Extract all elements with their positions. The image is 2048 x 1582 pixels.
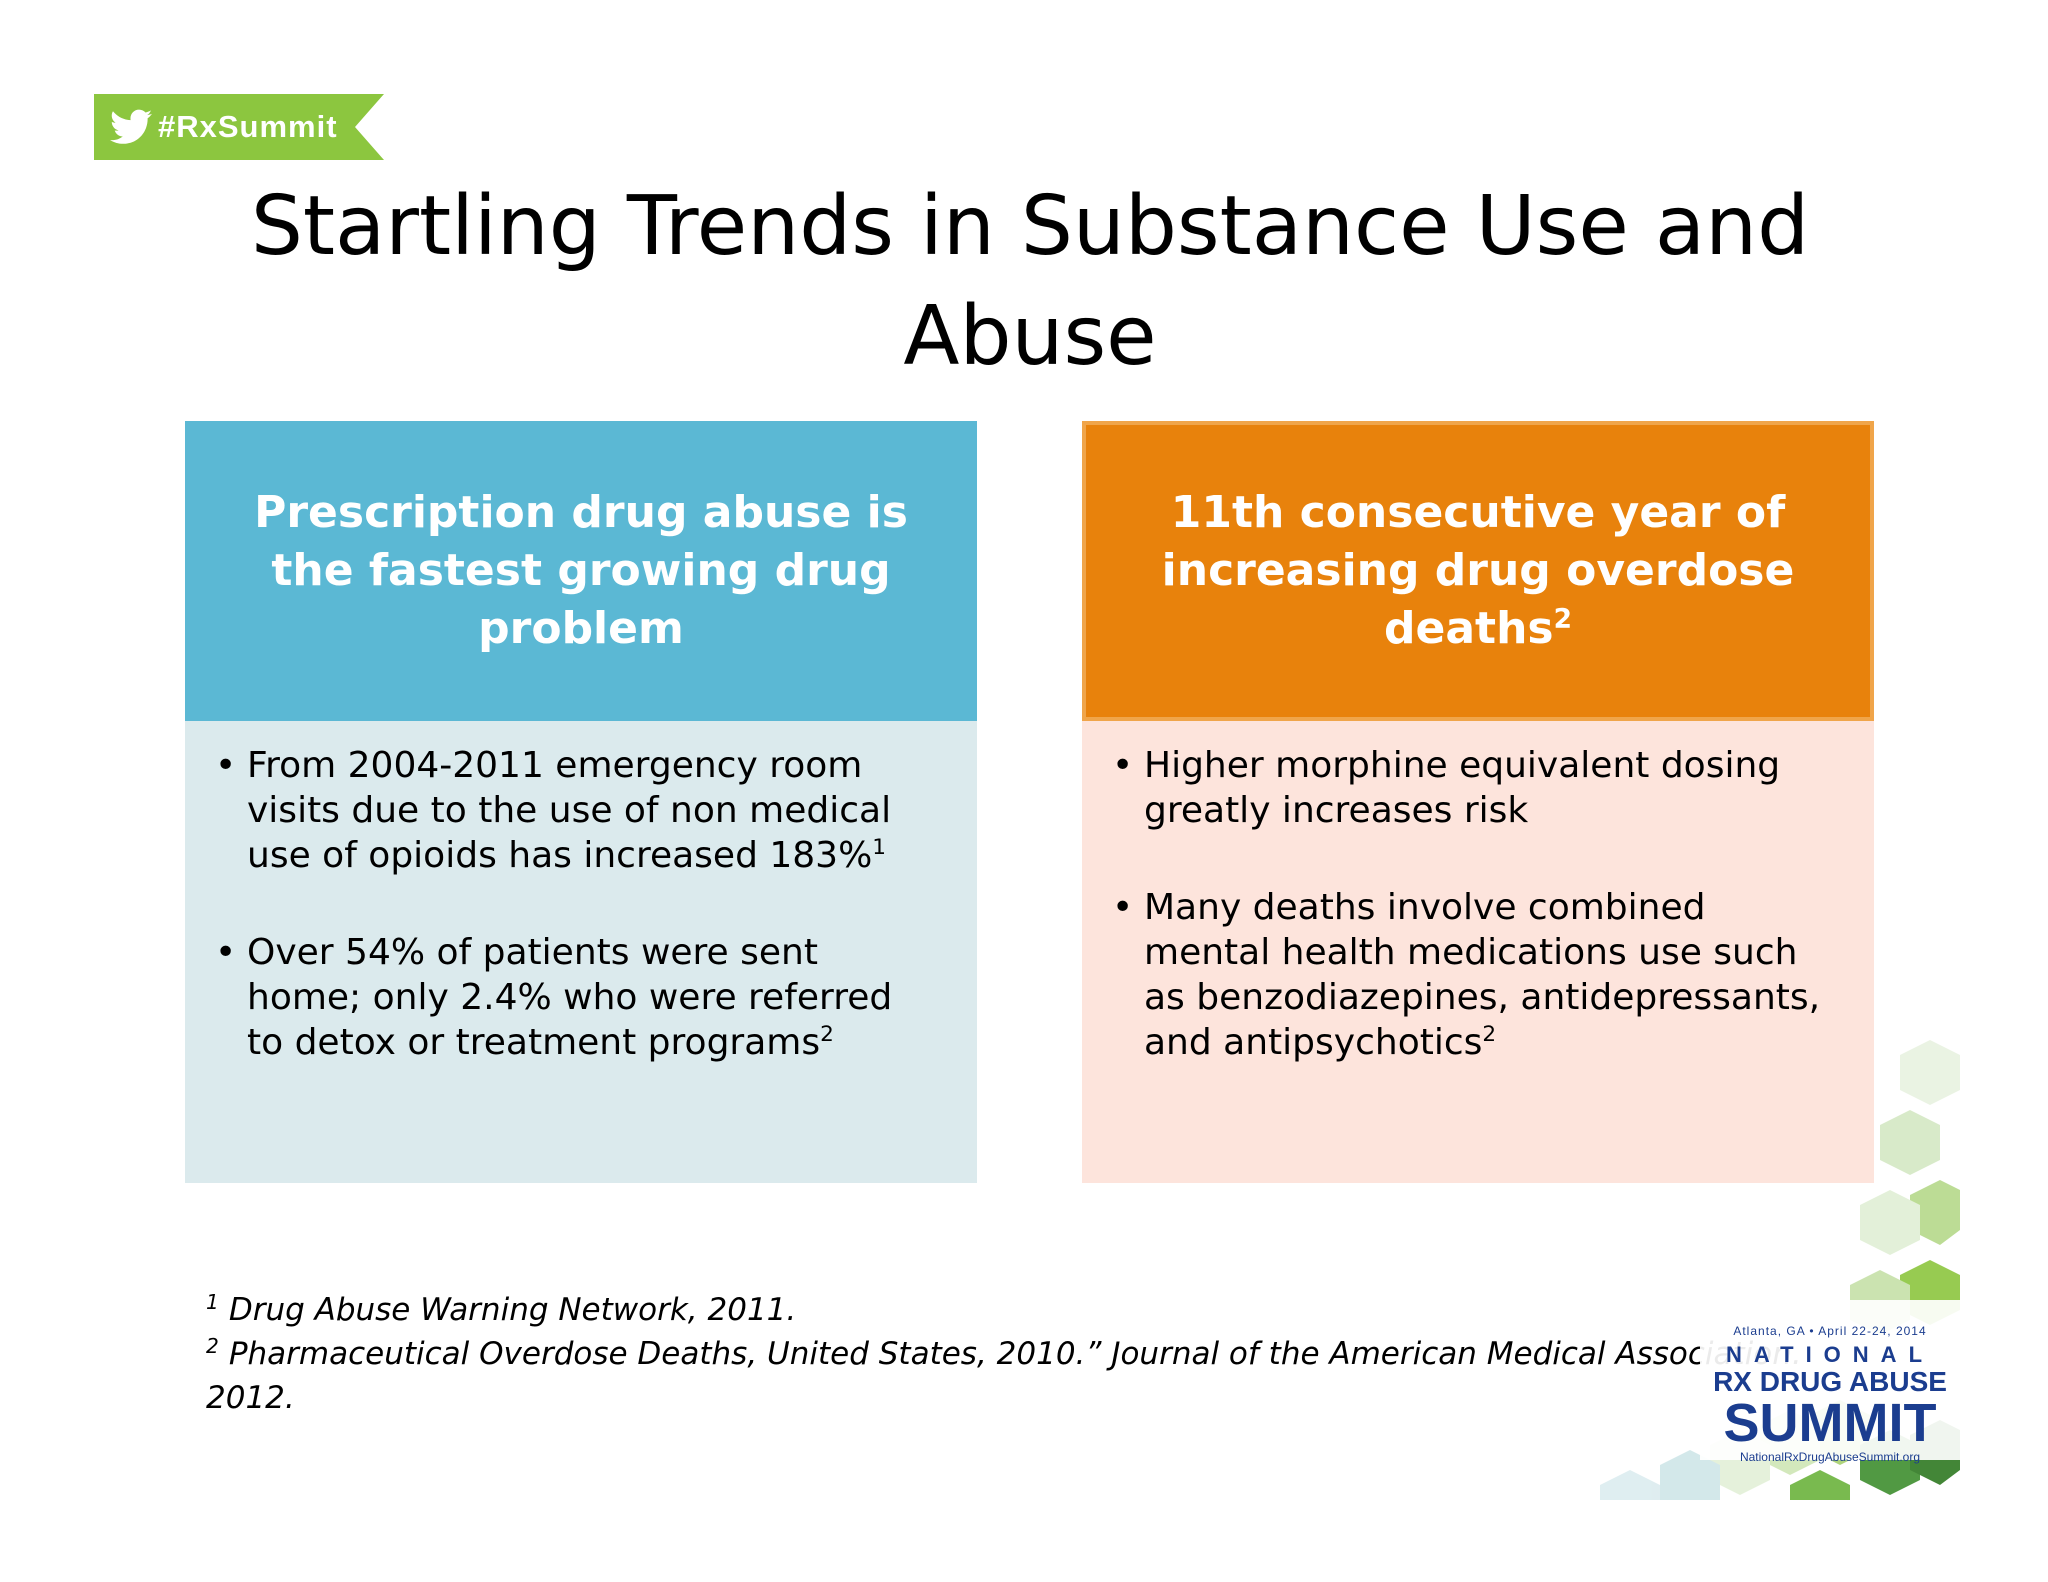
hashtag-text: #RxSummit [158,109,338,144]
list-item: Over 54% of patients were sent home; onl… [215,930,937,1065]
footnote-2: 2 Pharmaceutical Overdose Deaths, United … [206,1333,1802,1416]
twitter-bird-icon [110,109,152,144]
left-panel-heading: Prescription drug abuse is the fastest g… [185,421,977,721]
right-bullet-list: Higher morphine equivalent dosing greatl… [1112,743,1834,1065]
right-panel-body: Higher morphine equivalent dosing greatl… [1082,721,1874,1183]
page-title: Startling Trends in Substance Use and Ab… [250,179,1810,384]
hashtag-banner: #RxSummit [94,94,384,160]
right-panel: 11th consecutive year of increasing drug… [1082,421,1874,1183]
footnote-1: 1 Drug Abuse Warning Network, 2011. [206,1289,797,1328]
list-item: Many deaths involve combined mental heal… [1112,885,1834,1065]
right-panel-heading: 11th consecutive year of increasing drug… [1082,421,1874,721]
summit-logo: Atlanta, GA • April 22-24, 2014 NATIONAL… [1700,1300,1960,1464]
list-item: From 2004-2011 emergency room visits due… [215,743,937,878]
left-bullet-list: From 2004-2011 emergency room visits due… [215,743,937,1065]
footnotes: 1 Drug Abuse Warning Network, 2011. 2 Phar… [206,1288,1806,1420]
list-item: Higher morphine equivalent dosing greatl… [1112,743,1834,833]
left-panel: Prescription drug abuse is the fastest g… [185,421,977,1183]
left-panel-body: From 2004-2011 emergency room visits due… [185,721,977,1183]
